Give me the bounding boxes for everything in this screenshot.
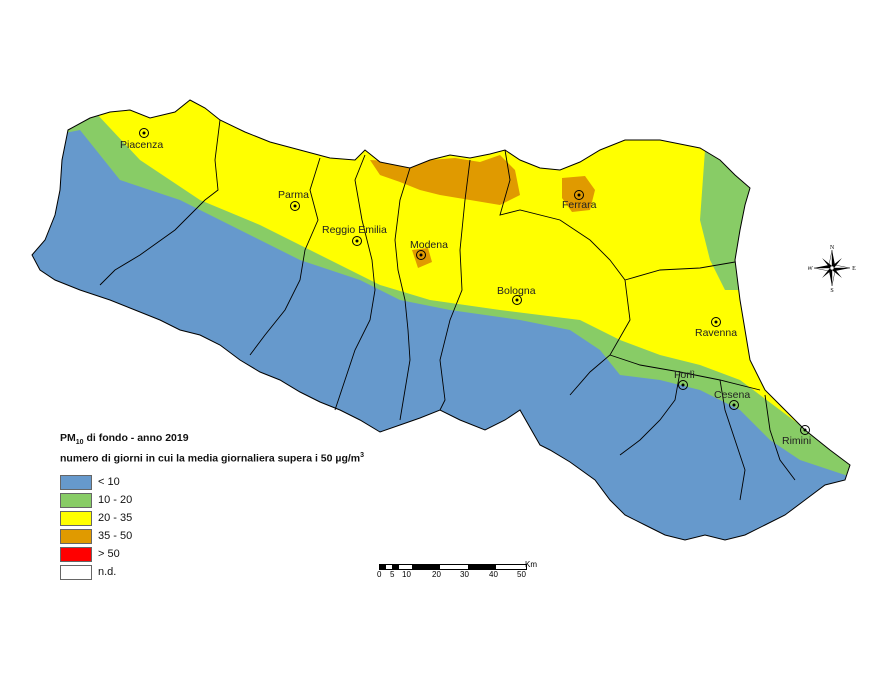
city-marker-rimini <box>800 425 810 435</box>
city-labels: Piacenza Parma Reggio Emilia Modena Ferr… <box>120 139 811 447</box>
scale-tick-label: 5 <box>390 570 395 579</box>
compass-rose-icon: N S W E <box>808 245 856 292</box>
city-marker-modena <box>416 250 426 260</box>
city-label-bologna: Bologna <box>497 285 536 297</box>
legend-item: n.d. <box>60 564 364 583</box>
legend-item-label: 20 - 35 <box>98 511 133 524</box>
city-label-cesena: Cesena <box>714 389 750 401</box>
legend-swatch <box>60 564 92 580</box>
city-marker-bologna <box>512 295 522 305</box>
legend-swatch <box>60 492 92 508</box>
legend-title-rest: di fondo - anno 2019 <box>83 432 189 444</box>
legend-item: 20 - 35 <box>60 510 364 529</box>
province-boundaries <box>99 119 796 501</box>
scale-bar-track <box>379 564 527 570</box>
legend-subtitle-sup: 3 <box>360 452 365 460</box>
legend-item: 35 - 50 <box>60 528 364 547</box>
city-marker-forli <box>678 380 688 390</box>
legend-item-label: < 10 <box>98 475 120 488</box>
city-label-reggio-emilia: Reggio Emilia <box>322 224 387 236</box>
city-label-forli: Forlì <box>674 369 695 381</box>
legend-item-label: n.d. <box>98 565 117 578</box>
scale-segment <box>412 565 440 569</box>
compass-n: N <box>830 245 835 251</box>
legend-subtitle-text: numero di giorni in cui la media giornal… <box>60 452 361 465</box>
city-label-piacenza: Piacenza <box>120 139 163 151</box>
legend-subtitle: numero di giorni in cui la media giornal… <box>60 449 364 466</box>
legend-item-label: 10 - 20 <box>98 493 133 506</box>
legend-item-label: 35 - 50 <box>98 529 133 542</box>
legend-item-label: > 50 <box>98 547 120 560</box>
scale-tick-label: 50 <box>517 570 526 579</box>
city-markers <box>139 128 810 435</box>
scale-tick-label: 40 <box>489 570 498 579</box>
legend-swatch <box>60 546 92 562</box>
legend-swatch <box>60 528 92 544</box>
scale-tick-label: 10 <box>402 570 411 579</box>
city-marker-ferrara <box>574 190 584 200</box>
city-label-rimini: Rimini <box>782 435 811 447</box>
city-marker-ravenna <box>711 317 721 327</box>
scale-segment <box>468 565 496 569</box>
compass-s: S <box>830 288 833 292</box>
city-label-ravenna: Ravenna <box>695 327 737 339</box>
legend-title-pm: PM <box>60 432 76 444</box>
city-marker-parma <box>290 201 300 211</box>
legend-item: 10 - 20 <box>60 492 364 511</box>
scale-tick-label: 30 <box>460 570 469 579</box>
city-marker-piacenza <box>139 128 149 138</box>
legend-swatch <box>60 510 92 526</box>
scale-tick-label: 20 <box>432 570 441 579</box>
compass-e: E <box>852 266 856 272</box>
city-marker-reggio-emilia <box>352 236 362 246</box>
scale-segment <box>392 565 399 569</box>
city-label-parma: Parma <box>278 189 309 201</box>
legend-title: PM10 di fondo - anno 2019 <box>60 432 364 449</box>
scale-unit-label: Km <box>525 560 537 569</box>
legend-title-sub: 10 <box>75 439 84 447</box>
city-marker-cesena <box>729 400 739 410</box>
legend-item: < 10 <box>60 474 364 493</box>
city-label-ferrara: Ferrara <box>562 199 597 211</box>
scale-tick-label: 0 <box>377 570 382 579</box>
legend-item: > 50 <box>60 546 364 565</box>
compass-w: W <box>808 266 813 272</box>
legend-swatch <box>60 474 92 490</box>
map-legend: PM10 di fondo - anno 2019 numero di gior… <box>60 432 364 583</box>
scale-bar: 0 5 10 20 30 40 50 Km <box>377 560 537 582</box>
scale-segment <box>380 565 386 569</box>
city-label-modena: Modena <box>410 239 448 251</box>
